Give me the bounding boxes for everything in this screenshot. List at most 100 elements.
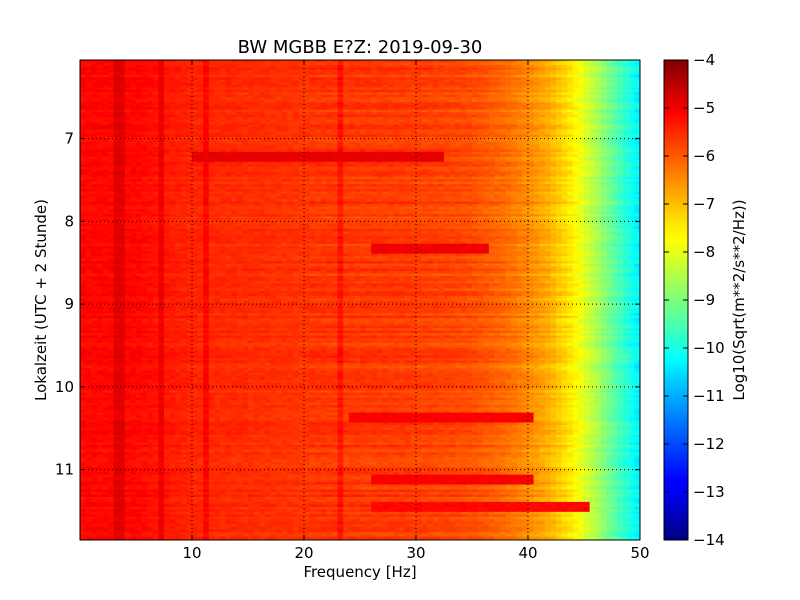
- heatmap-cell: [338, 85, 344, 88]
- heatmap-cell: [220, 139, 226, 142]
- heatmap-cell: [466, 142, 472, 145]
- heatmap-cell: [601, 110, 607, 113]
- heatmap-cell: [444, 182, 450, 185]
- heatmap-cell: [153, 117, 159, 120]
- heatmap-cell: [394, 105, 400, 108]
- heatmap-cell: [433, 75, 439, 78]
- heatmap-cell: [125, 125, 131, 128]
- heatmap-cell: [388, 120, 394, 123]
- heatmap-cell: [332, 147, 338, 150]
- heatmap-cell: [506, 87, 512, 90]
- heatmap-cell: [242, 127, 248, 130]
- heatmap-cell: [270, 102, 276, 105]
- heatmap-cell: [388, 72, 394, 75]
- heatmap-cell: [578, 100, 584, 103]
- heatmap-cell: [102, 147, 108, 150]
- heatmap-cell: [399, 172, 405, 175]
- heatmap-cell: [170, 95, 176, 98]
- heatmap-cell: [108, 177, 114, 180]
- heatmap-cell: [461, 134, 467, 137]
- heatmap-cell: [450, 130, 456, 133]
- heatmap-cell: [405, 152, 411, 155]
- heatmap-cell: [590, 154, 596, 157]
- heatmap-cell: [270, 127, 276, 130]
- heatmap-cell: [276, 75, 282, 78]
- heatmap-cell: [343, 102, 349, 105]
- heatmap-cell: [427, 100, 433, 103]
- heatmap-cell: [332, 149, 338, 152]
- heatmap-cell: [394, 70, 400, 73]
- heatmap-cell: [326, 127, 332, 130]
- heatmap-cell: [377, 162, 383, 165]
- heatmap-cell: [203, 142, 209, 145]
- heatmap-cell: [405, 169, 411, 172]
- heatmap-cell: [119, 174, 125, 177]
- heatmap-cell: [444, 70, 450, 73]
- heatmap-cell: [80, 72, 86, 75]
- heatmap-cell: [399, 132, 405, 135]
- heatmap-cell: [450, 152, 456, 155]
- heatmap-cell: [231, 122, 237, 125]
- heatmap-cell: [248, 95, 254, 98]
- heatmap-cell: [623, 139, 629, 142]
- heatmap-cell: [534, 172, 540, 175]
- heatmap-cell: [220, 144, 226, 147]
- heatmap-cell: [354, 80, 360, 83]
- heatmap-cell: [226, 110, 232, 113]
- heatmap-cell: [298, 117, 304, 120]
- heatmap-cell: [192, 162, 198, 165]
- heatmap-cell: [618, 102, 624, 105]
- heatmap-cell: [595, 92, 601, 95]
- heatmap-cell: [192, 169, 198, 172]
- heatmap-cell: [472, 90, 478, 93]
- heatmap-cell: [427, 110, 433, 113]
- heatmap-cell: [102, 85, 108, 88]
- heatmap-cell: [534, 154, 540, 157]
- heatmap-cell: [382, 97, 388, 100]
- heatmap-cell: [584, 97, 590, 100]
- heatmap-cell: [147, 174, 153, 177]
- heatmap-cell: [310, 105, 316, 108]
- heatmap-cell: [528, 164, 534, 167]
- heatmap-cell: [315, 182, 321, 185]
- heatmap-cell: [97, 154, 103, 157]
- heatmap-cell: [332, 85, 338, 88]
- heatmap-cell: [175, 174, 181, 177]
- heatmap-cell: [601, 82, 607, 85]
- heatmap-cell: [242, 144, 248, 147]
- heatmap-cell: [175, 122, 181, 125]
- heatmap-cell: [265, 172, 271, 175]
- heatmap-cell: [382, 164, 388, 167]
- heatmap-cell: [354, 142, 360, 145]
- heatmap-cell: [209, 174, 215, 177]
- heatmap-cell: [170, 149, 176, 152]
- heatmap-cell: [259, 70, 265, 73]
- heatmap-cell: [450, 179, 456, 182]
- heatmap-cell: [500, 120, 506, 123]
- heatmap-cell: [282, 75, 288, 78]
- heatmap-cell: [472, 167, 478, 170]
- heatmap-cell: [220, 115, 226, 118]
- heatmap-cell: [494, 100, 500, 103]
- heatmap-cell: [142, 67, 148, 70]
- heatmap-cell: [91, 130, 97, 133]
- heatmap-cell: [366, 122, 372, 125]
- heatmap-cell: [203, 107, 209, 110]
- heatmap-cell: [444, 97, 450, 100]
- heatmap-cell: [338, 132, 344, 135]
- heatmap-cell: [130, 167, 136, 170]
- heatmap-cell: [153, 125, 159, 128]
- heatmap-cell: [511, 72, 517, 75]
- heatmap-cell: [175, 157, 181, 160]
- heatmap-cell: [102, 144, 108, 147]
- heatmap-cell: [427, 152, 433, 155]
- heatmap-cell: [478, 77, 484, 80]
- heatmap-cell: [203, 130, 209, 133]
- heatmap-cell: [612, 132, 618, 135]
- heatmap-cell: [164, 172, 170, 175]
- heatmap-cell: [506, 110, 512, 113]
- heatmap-cell: [366, 62, 372, 65]
- heatmap-cell: [500, 127, 506, 130]
- heatmap-cell: [108, 147, 114, 150]
- heatmap-cell: [539, 85, 545, 88]
